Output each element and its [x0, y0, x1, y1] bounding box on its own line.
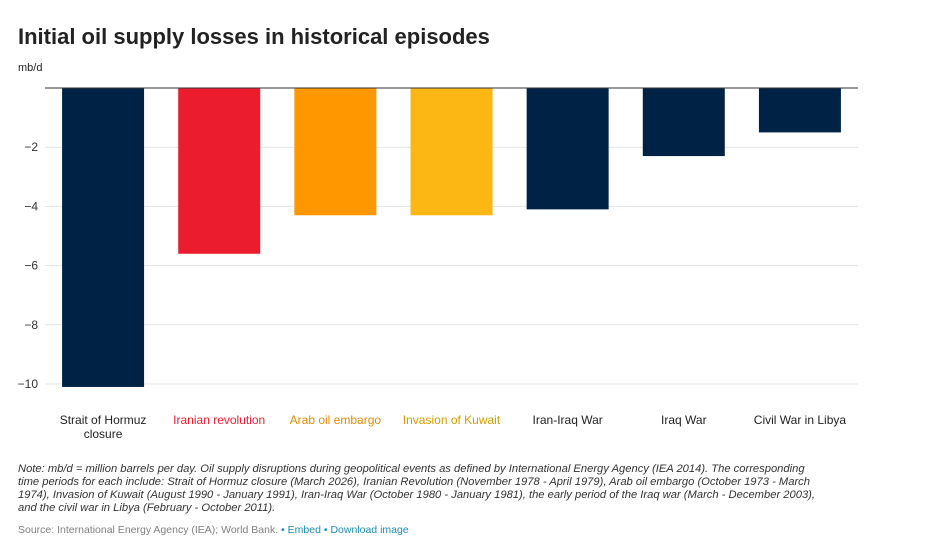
bar — [178, 88, 261, 254]
y-axis-ticks: −2 −4 −6 −8 −10 — [18, 140, 39, 391]
category-label: Civil War in Libya — [754, 413, 847, 427]
category-label: Iranian revolution — [173, 413, 265, 427]
y-tick-label: −8 — [24, 318, 38, 332]
y-axis-unit-label: mb/d — [18, 62, 43, 74]
download-image-link[interactable]: Download image — [330, 524, 409, 536]
bar — [758, 88, 841, 133]
category-labels: Strait of Hormuz closure Iranian revolutio… — [60, 413, 847, 441]
chart-note: Note: mb/d = million barrels per day. Oi… — [18, 463, 815, 514]
bar — [410, 88, 493, 216]
bar-chart: −2 −4 −6 −8 −10 Strait of Hormuz closure Irani… — [18, 87, 858, 441]
source-text: Source: International Energy Agency (IEA… — [18, 524, 279, 536]
chart-title: Initial oil supply losses in historical … — [18, 24, 490, 49]
bar — [294, 88, 377, 216]
embed-link[interactable]: Embed — [287, 524, 321, 536]
y-tick-label: −6 — [24, 259, 38, 273]
bar — [62, 88, 145, 387]
bar — [526, 88, 609, 210]
bars — [62, 88, 841, 387]
category-label: Arab oil embargo — [290, 413, 382, 427]
footer-separator: • — [281, 524, 285, 536]
category-label: Iraq War — [661, 413, 707, 427]
y-tick-label: −10 — [18, 377, 39, 391]
chart-footer: Source: International Energy Agency (IEA… — [18, 524, 409, 536]
bar — [642, 88, 725, 157]
category-label: Iran-Iraq War — [533, 413, 603, 427]
category-label: Invasion of Kuwait — [403, 413, 501, 427]
y-tick-label: −2 — [24, 140, 38, 154]
footer-separator: • — [323, 524, 328, 536]
y-tick-label: −4 — [24, 199, 38, 213]
category-label: Strait of Hormuz closure — [60, 413, 147, 441]
